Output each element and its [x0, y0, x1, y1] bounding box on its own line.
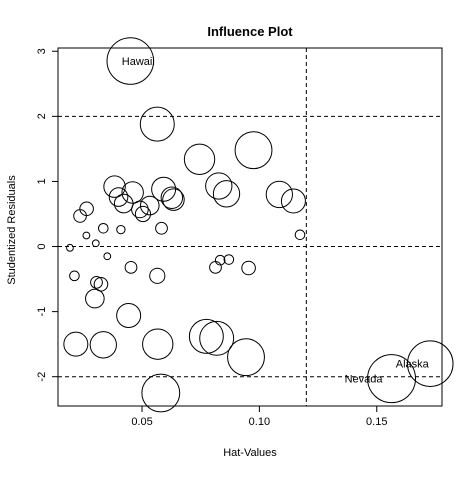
influence-point	[212, 180, 241, 208]
influence-point	[205, 172, 233, 200]
influence-point	[209, 260, 222, 274]
influence-point	[199, 320, 235, 356]
y-tick-label: -2	[36, 372, 48, 382]
x-tick-label: 0.15	[366, 416, 387, 428]
influence-point	[162, 188, 185, 211]
influence-point	[294, 229, 306, 241]
y-tick-label: 2	[36, 113, 48, 119]
influence-point	[124, 260, 138, 274]
influence-point	[234, 131, 273, 170]
data-points	[63, 37, 454, 413]
y-tick-label: 1	[36, 178, 48, 184]
influence-point	[139, 106, 175, 142]
x-axis-label: Hat-Values	[223, 447, 277, 459]
influence-point	[90, 275, 103, 289]
influence-point	[98, 223, 109, 234]
influence-point	[134, 205, 152, 223]
y-tick-label: 3	[36, 48, 48, 54]
influence-point	[183, 143, 216, 175]
influence-point	[116, 303, 142, 329]
influence-point	[66, 243, 74, 252]
reference-lines	[58, 48, 442, 406]
influence-point	[155, 221, 168, 235]
influence-point	[241, 260, 256, 276]
influence-point	[63, 331, 89, 357]
point-label-hawaii: Hawaii	[122, 56, 155, 68]
y-tick-label: 0	[36, 243, 48, 249]
point-labels: Hawaii Nevada Alaska	[122, 56, 430, 386]
influence-point	[227, 338, 265, 377]
influence-point	[69, 270, 80, 282]
x-axis: 0.05 0.10 0.15	[131, 406, 387, 428]
influence-point	[160, 186, 184, 209]
influence-point	[131, 200, 149, 219]
influence-point	[139, 195, 160, 216]
influence-point	[116, 224, 126, 235]
point-label-nevada: Nevada	[345, 374, 384, 386]
chart-title: Influence Plot	[207, 24, 293, 39]
influence-point-nevada	[367, 354, 417, 404]
influence-point	[142, 328, 174, 360]
plot-frame	[57, 47, 443, 407]
influence-point	[85, 288, 105, 309]
x-tick-label: 0.10	[249, 416, 270, 428]
influence-point-hawaii	[106, 37, 155, 85]
influence-point	[91, 239, 100, 248]
influence-point	[108, 187, 129, 207]
influence-point-alaska	[406, 340, 454, 387]
influence-point	[113, 193, 134, 214]
influence-point	[280, 188, 306, 214]
influence-point	[265, 180, 293, 209]
influence-point	[79, 201, 94, 217]
influence-point	[82, 231, 91, 240]
y-axis: -2 -1 0 1 2 3	[36, 48, 58, 382]
influence-point	[73, 209, 87, 223]
y-tick-label: -1	[36, 307, 48, 317]
y-axis-label: Studentized Residuals	[6, 175, 18, 285]
influence-point	[149, 267, 166, 284]
influence-point	[141, 373, 181, 413]
x-tick-label: 0.05	[131, 416, 152, 428]
influence-point	[214, 254, 226, 266]
influence-point	[188, 318, 224, 354]
influence-point	[223, 254, 235, 265]
influence-point	[103, 252, 112, 261]
influence-point	[103, 175, 126, 198]
point-label-alaska: Alaska	[396, 359, 430, 371]
influence-point	[89, 331, 117, 359]
